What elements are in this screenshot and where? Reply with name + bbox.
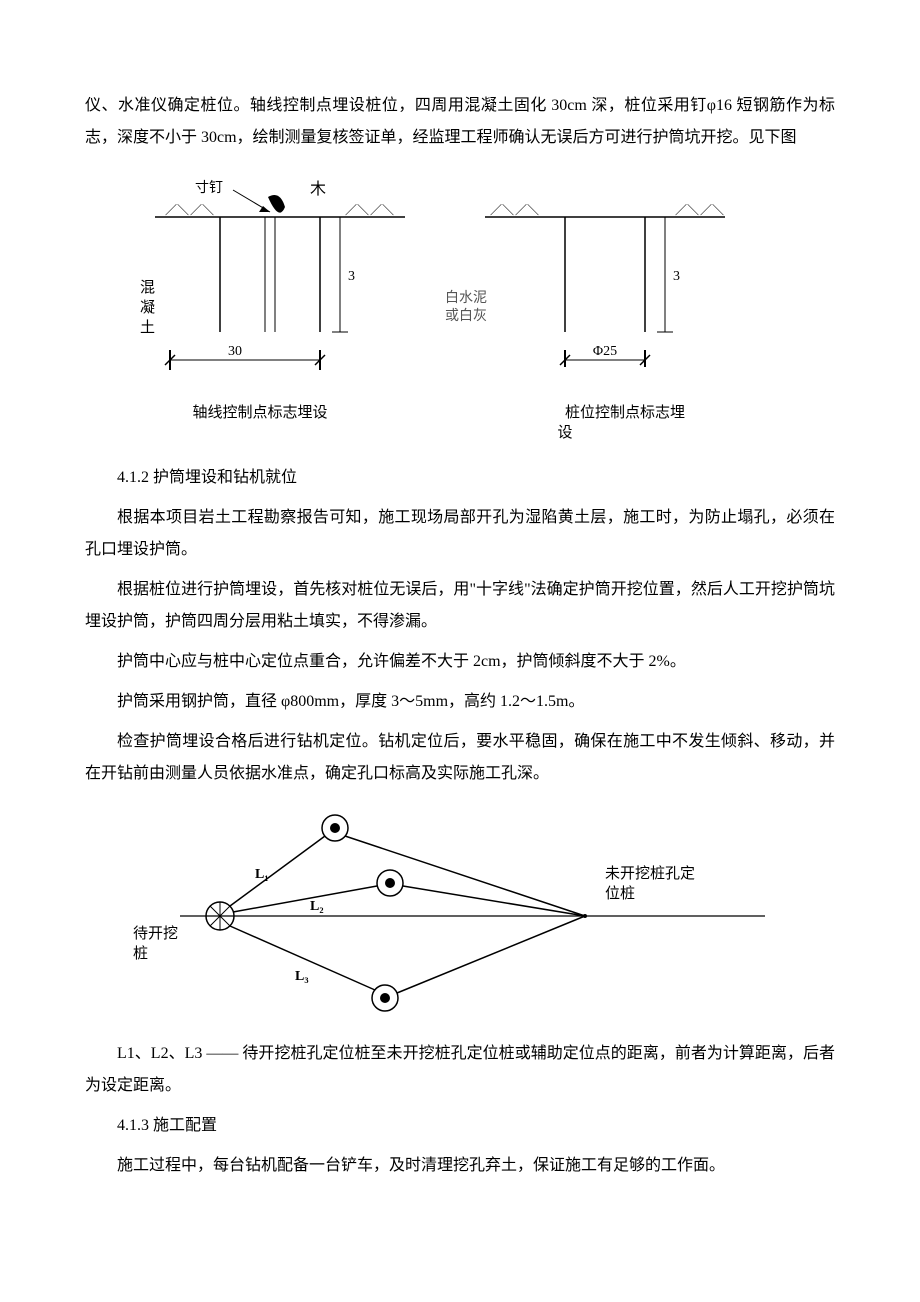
- nail-icon: [268, 195, 285, 213]
- section-4-1-3-heading: 4.1.3 施工配置: [85, 1110, 835, 1142]
- label-L2: L₂: [310, 899, 324, 914]
- concrete-label-1: 混: [140, 279, 155, 296]
- cross-mark: 木: [310, 180, 326, 198]
- concrete-label-2: 凝: [140, 299, 155, 316]
- figure-2-description: L1、L2、L3 —— 待开挖桩孔定位桩至未开挖桩孔定位桩或辅助定位点的距离，前…: [85, 1038, 835, 1102]
- depth-dim: 3: [348, 269, 355, 284]
- node-bot: [372, 985, 398, 1011]
- fig1-right-caption: 桩位控制点标志埋: [565, 404, 685, 421]
- concrete-label-3: 土: [140, 319, 155, 336]
- figure-2-svg: L₁ L₂ L₃ 待开挖 桩 未开挖桩孔定 位桩: [85, 798, 835, 1018]
- fig1-left-group: ／＼ ／＼ ／＼ ／＼ 寸钉 木: [140, 180, 405, 421]
- node-top: [322, 815, 348, 841]
- fig2-left-label-2: 桩: [133, 945, 148, 962]
- fig1-left-caption: 轴线控制点标志埋设: [192, 404, 327, 421]
- ground-sym: ／＼: [190, 203, 214, 217]
- fig1-right-group: ／＼ ／＼ ／＼ ／＼ 3 白水泥 或白灰: [445, 203, 725, 441]
- depth-dim-r: 3: [673, 269, 680, 284]
- label-L3: L₃: [295, 969, 309, 984]
- ground-sym: ／＼: [370, 203, 394, 217]
- ground-sym: ／＼: [700, 203, 724, 217]
- intro-paragraph: 仪、水准仪确定桩位。轴线控制点埋设桩位，四周用混凝土固化 30cm 深，桩位采用…: [85, 90, 835, 154]
- section-4-1-2-p4: 护筒采用钢护筒，直径 φ800mm，厚度 3～5mm，高约 1.2～1.5m。: [85, 686, 835, 718]
- figure-1: ／＼ ／＼ ／＼ ／＼ 寸钉 木: [85, 162, 835, 454]
- node-mid: [377, 870, 403, 896]
- ground-sym: ／＼: [165, 203, 189, 217]
- ground-sym: ／＼: [515, 203, 539, 217]
- ground-sym: ／＼: [675, 203, 699, 217]
- figure-1-svg: ／＼ ／＼ ／＼ ／＼ 寸钉 木: [85, 162, 835, 442]
- section-4-1-2-p2: 根据桩位进行护筒埋设，首先核对桩位无误后，用"十字线"法确定护筒开挖位置，然后人…: [85, 574, 835, 638]
- section-4-1-2-p1: 根据本项目岩土工程勘察报告可知，施工现场局部开孔为湿陷黄土层，施工时，为防止塌孔…: [85, 502, 835, 566]
- width-dim-r: Φ25: [593, 344, 617, 359]
- ground-sym: ／＼: [490, 203, 514, 217]
- lime-label-2: 或白灰: [445, 308, 487, 324]
- label-L1: L₁: [255, 867, 269, 882]
- nail-label: 寸钉: [195, 180, 223, 196]
- fig2-right-label-2: 位桩: [605, 885, 635, 902]
- section-4-1-2-p5: 检查护筒埋设合格后进行钻机定位。钻机定位后，要水平稳固，确保在施工中不发生倾斜、…: [85, 726, 835, 790]
- fig2-left-label-1: 待开挖: [133, 925, 178, 942]
- lime-label-1: 白水泥: [445, 290, 487, 306]
- document-page: 仪、水准仪确定桩位。轴线控制点埋设桩位，四周用混凝土固化 30cm 深，桩位采用…: [0, 0, 920, 1302]
- apex-node: [206, 902, 234, 930]
- section-4-1-2-heading: 4.1.2 护筒埋设和钻机就位: [85, 462, 835, 494]
- fig1-right-caption-sub: 设: [557, 424, 572, 441]
- section-4-1-3-p1: 施工过程中，每台钻机配备一台铲车，及时清理挖孔弃土，保证施工有足够的工作面。: [85, 1150, 835, 1182]
- section-4-1-2-p3: 护筒中心应与桩中心定位点重合，允许偏差不大于 2cm，护筒倾斜度不大于 2%。: [85, 646, 835, 678]
- width-dim: 30: [228, 344, 242, 359]
- figure-2: L₁ L₂ L₃ 待开挖 桩 未开挖桩孔定 位桩: [85, 798, 835, 1030]
- fig2-right-label-1: 未开挖桩孔定: [605, 865, 695, 882]
- ground-sym: ／＼: [345, 203, 369, 217]
